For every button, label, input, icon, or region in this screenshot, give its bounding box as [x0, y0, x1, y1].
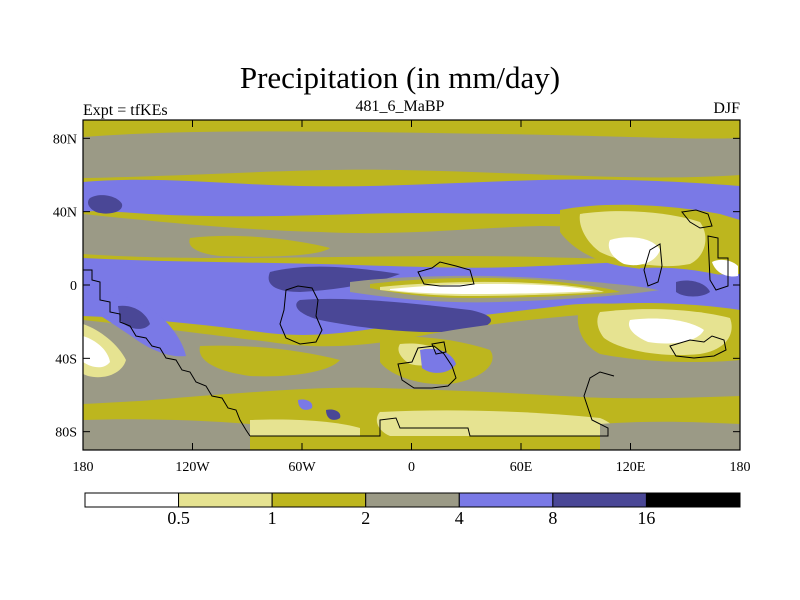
south-white-east [628, 318, 704, 344]
colorbar-box [271, 492, 367, 508]
coastline-central-island [279, 285, 323, 345]
band-southern-grey-east [600, 421, 740, 450]
colorbar-box [458, 492, 554, 508]
east-dark-blob [676, 280, 710, 297]
lon-tick-label: 120E [616, 460, 646, 475]
band-itcz-dark-south [296, 298, 492, 333]
lon-tick-label: 180 [730, 460, 751, 475]
colorbar: 0.5 1 2 4 8 16 [84, 492, 741, 528]
colorbar-label: 2 [361, 508, 370, 528]
colorbar-label: 1 [268, 508, 277, 528]
lon-tick-label: 60E [510, 460, 533, 475]
lat-tick-label: 40N [53, 206, 77, 221]
south-blue-africa [420, 348, 456, 373]
colorbar-box [552, 492, 647, 508]
lat-tick-label: 0 [70, 279, 77, 294]
band-itcz-dark [268, 266, 400, 292]
band-arctic-grey [83, 131, 740, 178]
lon-tick-label: 0 [408, 460, 415, 475]
coastline-east-continent [643, 243, 663, 287]
coastline-africa-south [397, 345, 457, 389]
band-storm-track-north [83, 179, 740, 226]
band-southern-pale [376, 410, 614, 436]
chart-title: Precipitation (in mm/day) [239, 60, 561, 95]
colorbar-box [365, 492, 460, 508]
colorbar-box [645, 492, 741, 508]
blob-northwest-dark [88, 195, 123, 214]
colorbar-box [84, 492, 180, 508]
lat-tick-label: 40S [55, 352, 77, 367]
precip-field [83, 120, 740, 450]
coastline-americas [83, 269, 251, 437]
south-blue-dot [298, 399, 313, 410]
lat-tick-label: 80S [55, 426, 77, 441]
southwest-white [83, 336, 110, 368]
lon-tick-label: 120W [175, 460, 210, 475]
colorbar-label: 16 [637, 508, 655, 528]
band-southern-grey [83, 419, 250, 450]
lon-tick-label: 180 [73, 460, 94, 475]
colorbar-label: 0.5 [167, 508, 190, 528]
coastline-east-south [669, 335, 727, 359]
south-blue-dot-2 [326, 409, 341, 420]
map-axes: 80N 40N 0 40S 80S 180 120W 60W 0 60E 120E 180 [53, 120, 751, 475]
southwest-dark [118, 305, 150, 329]
lat-tick-label: 80N [53, 132, 77, 147]
colorbar-box [178, 492, 273, 508]
coastline-africa-north [417, 261, 475, 287]
experiment-label: Expt = tfKEs [83, 102, 168, 119]
coastline-layer [83, 209, 729, 437]
east-dry-white-2 [712, 259, 738, 277]
coastline-east-pacific [707, 235, 729, 291]
season-label: DJF [713, 100, 740, 117]
coastline-antarctica [250, 371, 615, 437]
colorbar-label: 8 [548, 508, 557, 528]
blob-subtropics-yellow [189, 235, 330, 257]
colorbar-label: 4 [455, 508, 464, 528]
south-yellow-patch [199, 345, 340, 377]
coastline-small-island [431, 341, 447, 355]
coastline-east-continent-2 [681, 209, 713, 229]
band-southern-pale-2 [250, 419, 360, 436]
lon-tick-label: 60W [288, 460, 316, 475]
age-label: 481_6_MaBP [355, 98, 445, 115]
